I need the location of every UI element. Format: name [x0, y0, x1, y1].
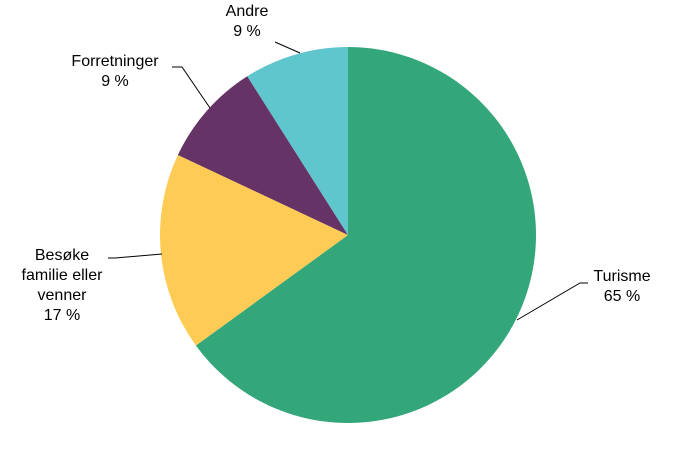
leader-line — [108, 253, 163, 259]
value-label: 65 % — [604, 288, 640, 305]
slice-label: Besøke familie eller venner — [22, 247, 104, 304]
value-label: 9 % — [101, 73, 129, 90]
value-label: 9 % — [233, 23, 261, 40]
slice-label: Andre — [226, 3, 269, 20]
pie-slice — [195, 47, 537, 424]
pie-slice — [160, 154, 348, 346]
pie-slice — [247, 47, 348, 235]
leader-line — [172, 66, 211, 109]
leader-line — [274, 41, 301, 54]
slice-label: Turisme — [593, 268, 650, 285]
slice-label: Forretninger — [71, 53, 159, 70]
value-label: 17 % — [44, 307, 80, 324]
pie-slice — [177, 76, 348, 235]
leader-line — [516, 282, 588, 321]
